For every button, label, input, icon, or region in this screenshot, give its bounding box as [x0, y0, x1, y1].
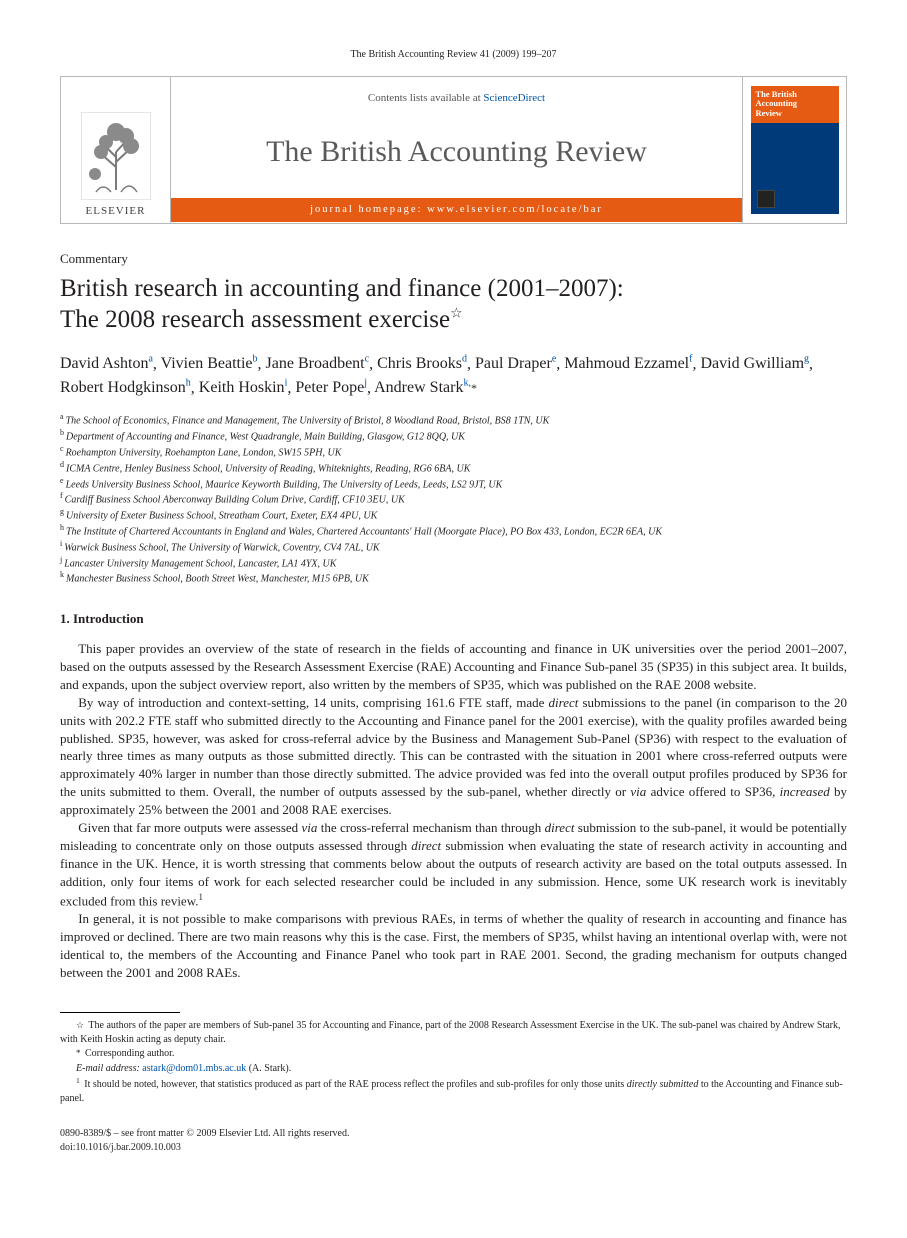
affiliation: aThe School of Economics, Finance and Ma…: [60, 412, 847, 428]
title-line-1: British research in accounting and finan…: [60, 275, 624, 302]
article-type: Commentary: [60, 250, 847, 268]
journal-cover-thumb: The British Accounting Review: [751, 86, 839, 214]
affiliation: iWarwick Business School, The University…: [60, 539, 847, 555]
author: David Gwilliamg: [700, 355, 809, 372]
footnote-email: E-mail address: astark@dom01.mbs.ac.uk (…: [60, 1062, 847, 1076]
publisher-logo-block: ELSEVIER: [61, 77, 171, 223]
cover-thumb-block: The British Accounting Review: [742, 77, 846, 223]
affiliation: hThe Institute of Chartered Accountants …: [60, 523, 847, 539]
corresponding-email-link[interactable]: astark@dom01.mbs.ac.uk: [142, 1063, 246, 1074]
footnote-1-text: It should be noted, however, that statis…: [60, 1079, 843, 1104]
copyright-line-1: 0890-8389/$ – see front matter © 2009 El…: [60, 1127, 847, 1141]
author: Jane Broadbentc: [266, 355, 370, 372]
contents-line: Contents lists available at ScienceDirec…: [171, 77, 742, 106]
affiliation: kManchester Business School, Booth Stree…: [60, 570, 847, 586]
email-who: (A. Stark).: [249, 1063, 292, 1074]
body-paragraph: Given that far more outputs were assesse…: [60, 819, 847, 910]
body-paragraph: By way of introduction and context-setti…: [60, 694, 847, 820]
body-paragraph: This paper provides an overview of the s…: [60, 640, 847, 694]
footnotes-block: ☆ The authors of the paper are members o…: [60, 1019, 847, 1105]
contents-prefix: Contents lists available at: [368, 92, 483, 104]
affiliation: fCardiff Business School Aberconway Buil…: [60, 491, 847, 507]
author: Mahmoud Ezzamelf: [564, 355, 692, 372]
affiliation-list: aThe School of Economics, Finance and Ma…: [60, 412, 847, 586]
affiliation: bDepartment of Accounting and Finance, W…: [60, 428, 847, 444]
affiliation: cRoehampton University, Roehampton Lane,…: [60, 444, 847, 460]
copyright-block: 0890-8389/$ – see front matter © 2009 El…: [60, 1127, 847, 1154]
running-head: The British Accounting Review 41 (2009) …: [60, 48, 847, 62]
author: Peter Popej: [295, 379, 367, 396]
author: Robert Hodgkinsonh: [60, 379, 191, 396]
footnote-star-text: The authors of the paper are members of …: [60, 1020, 841, 1045]
author: Vivien Beattieb: [161, 355, 258, 372]
publisher-name: ELSEVIER: [86, 204, 146, 219]
affiliation: jLancaster University Management School,…: [60, 555, 847, 571]
corresponding-label: Corresponding author.: [85, 1048, 174, 1059]
footnote-rule: [60, 1012, 180, 1013]
title-footnote-star: ☆: [450, 307, 463, 322]
author: Keith Hoskini: [199, 379, 288, 396]
article-title: British research in accounting and finan…: [60, 273, 847, 336]
elsevier-tree-icon: [81, 112, 151, 200]
affiliation: gUniversity of Exeter Business School, S…: [60, 507, 847, 523]
article-body: This paper provides an overview of the s…: [60, 640, 847, 982]
journal-name: The British Accounting Review: [171, 132, 742, 173]
cover-title: The British Accounting Review: [751, 86, 839, 123]
masthead-center: Contents lists available at ScienceDirec…: [171, 77, 742, 223]
title-line-2: The 2008 research assessment exercise: [60, 306, 450, 333]
affiliation: dICMA Centre, Henley Business School, Un…: [60, 460, 847, 476]
body-paragraph: In general, it is not possible to make c…: [60, 910, 847, 982]
author: Paul Drapere: [475, 355, 556, 372]
sciencedirect-link[interactable]: ScienceDirect: [483, 92, 545, 104]
footnote-1: 1 It should be noted, however, that stat…: [60, 1076, 847, 1105]
author: Andrew Starkk,*: [374, 379, 477, 396]
footnote-star: ☆ The authors of the paper are members o…: [60, 1019, 847, 1046]
author-list: David Ashtona, Vivien Beattieb, Jane Bro…: [60, 352, 847, 401]
section-heading: 1. Introduction: [60, 610, 847, 628]
email-label: E-mail address:: [76, 1063, 140, 1074]
author: Chris Brooksd: [377, 355, 467, 372]
doi-line: doi:10.1016/j.bar.2009.10.003: [60, 1141, 847, 1155]
author: David Ashtona: [60, 355, 153, 372]
journal-masthead: ELSEVIER Contents lists available at Sci…: [60, 76, 847, 224]
affiliation: eLeeds University Business School, Mauri…: [60, 476, 847, 492]
journal-homepage-bar: journal homepage: www.elsevier.com/locat…: [171, 198, 742, 222]
footnote-corresponding: * Corresponding author.: [60, 1047, 847, 1061]
